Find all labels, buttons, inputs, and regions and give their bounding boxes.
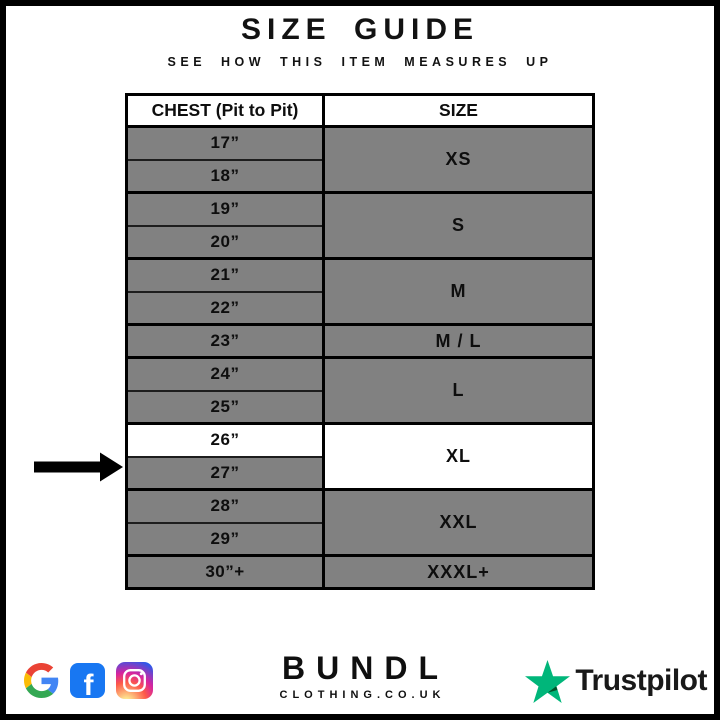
table-row: 23” M / L bbox=[126, 323, 594, 358]
brand-name: BUNDL bbox=[282, 650, 449, 686]
table-row: 21” M bbox=[126, 257, 594, 325]
chest-cell-23: 23” bbox=[126, 323, 325, 358]
size-cell-xl-highlighted: XL bbox=[323, 422, 594, 490]
chest-cell-19: 19” bbox=[126, 191, 325, 226]
chest-cell-29: 29” bbox=[126, 521, 325, 556]
table-row: 20” bbox=[126, 224, 594, 259]
chest-cell-17: 17” bbox=[126, 125, 325, 160]
brand-domain: CLOTHING.CO.UK bbox=[279, 689, 446, 701]
google-icon[interactable] bbox=[24, 662, 59, 698]
chest-cell-20: 20” bbox=[126, 224, 325, 259]
table-row: 24” L bbox=[126, 356, 594, 424]
brand-logo: BUNDL CLOTHING.CO.UK bbox=[0, 650, 720, 701]
chest-cell-26-highlighted: 26” bbox=[126, 422, 325, 457]
size-cell-s: S bbox=[323, 191, 594, 259]
size-cell-ml: M / L bbox=[323, 323, 594, 358]
page-subtitle: SEE HOW THIS ITEM MEASURES UP bbox=[167, 55, 553, 69]
chest-cell-30plus: 30”+ bbox=[126, 554, 325, 589]
size-cell-xxl: XXL bbox=[323, 488, 594, 556]
chest-cell-28: 28” bbox=[126, 488, 325, 523]
table-row: 27” bbox=[126, 455, 594, 490]
size-cell-l: L bbox=[323, 356, 594, 424]
size-cell-xxxlplus: XXXL+ bbox=[323, 554, 594, 589]
trustpilot-label: Trustpilot bbox=[575, 664, 707, 697]
social-bar: f bbox=[24, 660, 153, 700]
table-header-row: CHEST (Pit to Pit) SIZE bbox=[126, 94, 594, 128]
table-row: 22” bbox=[126, 290, 594, 325]
col-header-size: SIZE bbox=[323, 94, 594, 128]
highlight-arrow-icon bbox=[34, 452, 123, 482]
chest-cell-25: 25” bbox=[126, 389, 325, 424]
table-row-highlighted: 26” XL bbox=[126, 422, 594, 490]
chest-cell-24: 24” bbox=[126, 356, 325, 391]
facebook-icon[interactable]: f bbox=[70, 662, 105, 698]
table-row: 29” bbox=[126, 521, 594, 556]
table-row: 19” S bbox=[126, 191, 594, 259]
table-row: 18” bbox=[126, 158, 594, 193]
table-row: 25” bbox=[126, 389, 594, 424]
facebook-f-glyph: f bbox=[83, 668, 94, 698]
size-table: CHEST (Pit to Pit) SIZE 17” XS 18” 19” S… bbox=[125, 93, 595, 590]
size-cell-xs: XS bbox=[323, 125, 594, 193]
trustpilot-star-icon bbox=[525, 659, 571, 703]
chest-cell-22: 22” bbox=[126, 290, 325, 325]
instagram-icon[interactable] bbox=[116, 661, 153, 699]
table-row: 30”+ XXXL+ bbox=[126, 554, 594, 589]
chest-cell-27: 27” bbox=[126, 455, 325, 490]
chest-cell-21: 21” bbox=[126, 257, 325, 292]
trustpilot-logo[interactable]: Trustpilot bbox=[525, 658, 707, 704]
size-cell-m: M bbox=[323, 257, 594, 325]
col-header-chest: CHEST (Pit to Pit) bbox=[126, 94, 325, 128]
table-row: 17” XS bbox=[126, 125, 594, 193]
chest-cell-18: 18” bbox=[126, 158, 325, 193]
page-title: SIZE GUIDE bbox=[240, 13, 480, 46]
instagram-camera-glyph bbox=[123, 668, 146, 692]
table-row: 28” XXL bbox=[126, 488, 594, 556]
